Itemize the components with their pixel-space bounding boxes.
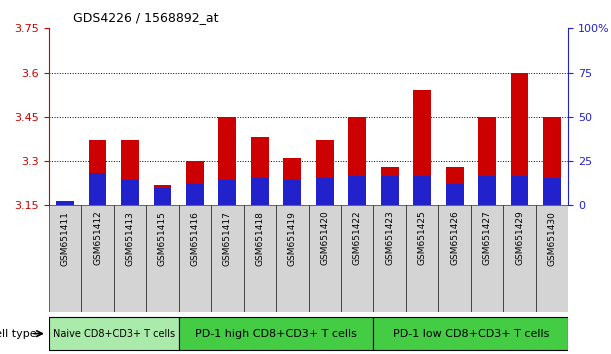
Text: Naive CD8+CD3+ T cells: Naive CD8+CD3+ T cells: [53, 329, 175, 339]
Text: cell type: cell type: [0, 329, 37, 339]
Text: GSM651423: GSM651423: [385, 211, 394, 266]
Bar: [348, 117, 366, 205]
Bar: [381, 167, 398, 205]
Bar: [316, 178, 334, 205]
Bar: [49, 317, 179, 350]
Bar: [316, 141, 334, 205]
Text: GSM651419: GSM651419: [288, 211, 297, 266]
Bar: [445, 167, 464, 205]
Bar: [251, 178, 269, 205]
Bar: [511, 176, 529, 205]
Text: GSM651425: GSM651425: [418, 211, 426, 266]
Bar: [341, 205, 373, 312]
Bar: [146, 205, 179, 312]
Bar: [121, 141, 139, 205]
Text: GSM651426: GSM651426: [450, 211, 459, 266]
Text: GSM651415: GSM651415: [158, 211, 167, 266]
Bar: [309, 205, 341, 312]
Bar: [219, 180, 236, 205]
Bar: [536, 205, 568, 312]
Bar: [56, 204, 74, 205]
Text: PD-1 low CD8+CD3+ T cells: PD-1 low CD8+CD3+ T cells: [393, 329, 549, 339]
Text: GSM651418: GSM651418: [255, 211, 265, 266]
Text: GSM651427: GSM651427: [483, 211, 492, 266]
Bar: [373, 317, 568, 350]
Bar: [381, 176, 398, 205]
Bar: [186, 161, 204, 205]
Bar: [211, 205, 244, 312]
Bar: [56, 201, 74, 205]
Bar: [478, 176, 496, 205]
Bar: [89, 141, 106, 205]
Bar: [348, 176, 366, 205]
Bar: [179, 317, 373, 350]
Bar: [121, 180, 139, 205]
Bar: [114, 205, 146, 312]
Text: GSM651420: GSM651420: [320, 211, 329, 266]
Bar: [471, 205, 503, 312]
Text: GDS4226 / 1568892_at: GDS4226 / 1568892_at: [73, 11, 219, 24]
Bar: [276, 205, 309, 312]
Text: GSM651430: GSM651430: [547, 211, 557, 266]
Bar: [503, 205, 536, 312]
Text: GSM651416: GSM651416: [191, 211, 199, 266]
Bar: [219, 117, 236, 205]
Text: GSM651412: GSM651412: [93, 211, 102, 266]
Bar: [413, 90, 431, 205]
Bar: [251, 137, 269, 205]
Bar: [284, 180, 301, 205]
Bar: [81, 205, 114, 312]
Bar: [186, 184, 204, 205]
Bar: [373, 205, 406, 312]
Bar: [89, 173, 106, 205]
Bar: [179, 205, 211, 312]
Bar: [49, 205, 81, 312]
Bar: [406, 205, 439, 312]
Bar: [478, 117, 496, 205]
Text: PD-1 high CD8+CD3+ T cells: PD-1 high CD8+CD3+ T cells: [195, 329, 357, 339]
Bar: [543, 117, 561, 205]
Bar: [153, 188, 172, 205]
Bar: [413, 176, 431, 205]
Text: GSM651429: GSM651429: [515, 211, 524, 266]
Bar: [511, 73, 529, 205]
Text: GSM651413: GSM651413: [125, 211, 134, 266]
Bar: [244, 205, 276, 312]
Bar: [284, 158, 301, 205]
Bar: [153, 185, 172, 205]
Bar: [543, 178, 561, 205]
Text: GSM651417: GSM651417: [223, 211, 232, 266]
Text: GSM651411: GSM651411: [60, 211, 70, 266]
Text: GSM651422: GSM651422: [353, 211, 362, 265]
Bar: [445, 184, 464, 205]
Bar: [439, 205, 471, 312]
